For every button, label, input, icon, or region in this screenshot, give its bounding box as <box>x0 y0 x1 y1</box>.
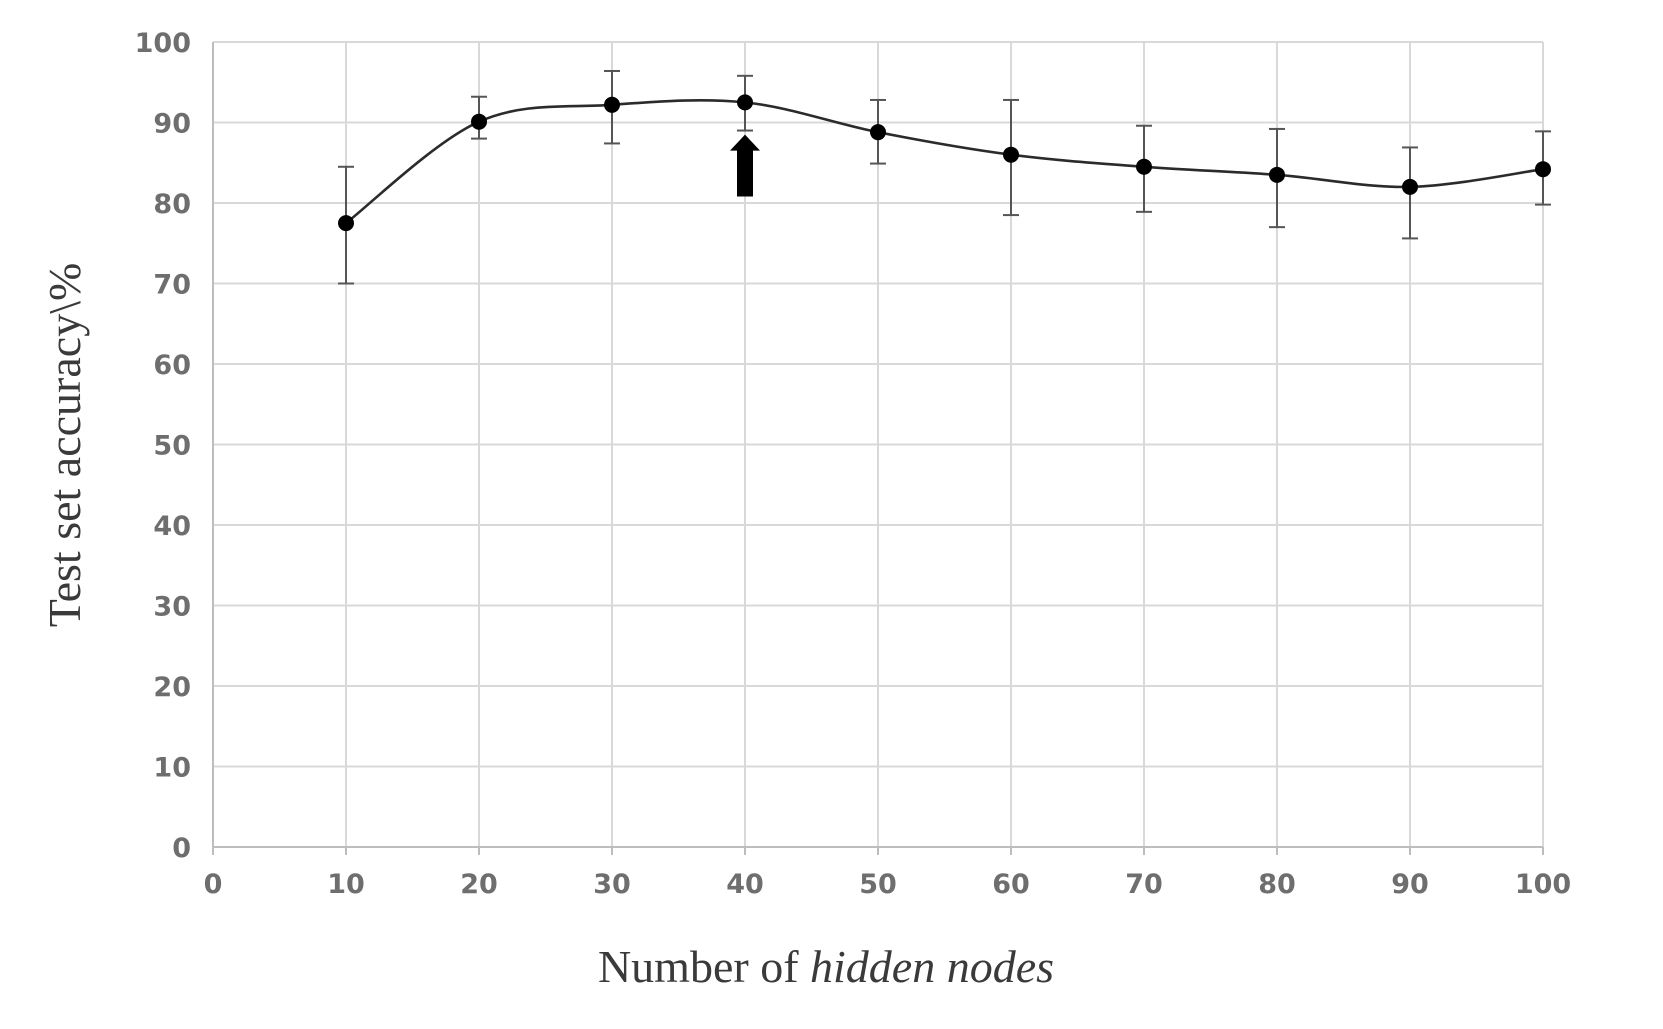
y-tick-label: 60 <box>153 350 191 381</box>
y-tick-label: 20 <box>153 672 191 703</box>
x-tick-label: 0 <box>204 869 223 900</box>
x-axis-title-italic: hidden nodes <box>810 941 1054 992</box>
series <box>345 98 1544 225</box>
x-tick-label: 60 <box>992 869 1030 900</box>
y-tick-labels: 0 10 20 30 40 50 60 70 80 90 100 <box>135 28 191 864</box>
data-point <box>338 215 354 232</box>
y-tick-label: 90 <box>153 109 191 140</box>
x-axis-title-main: Number of <box>598 941 799 992</box>
series-line <box>345 98 1544 225</box>
annotations <box>730 134 760 197</box>
y-tick-label: 10 <box>153 753 191 784</box>
x-tick-label: 90 <box>1391 869 1429 900</box>
y-axis-title: Test set accuracy\% <box>39 263 90 628</box>
x-tick-label: 30 <box>593 869 631 900</box>
x-tick-labels: 0 10 20 30 40 50 60 70 80 90 100 <box>204 869 1572 900</box>
y-tick-label: 40 <box>153 511 191 542</box>
data-point <box>1402 178 1418 195</box>
x-tick-label: 20 <box>460 869 498 900</box>
data-point <box>604 96 620 113</box>
axes <box>212 42 1544 855</box>
x-tick-label: 10 <box>327 869 365 900</box>
x-axis-title: Number of hidden nodes <box>598 941 1054 992</box>
data-point <box>1136 158 1152 175</box>
data-point <box>1535 161 1551 178</box>
y-tick-label: 70 <box>153 270 191 301</box>
x-tick-label: 80 <box>1258 869 1296 900</box>
data-point <box>471 113 487 130</box>
data-points <box>338 94 1551 232</box>
arrow-annotation <box>730 134 760 197</box>
data-point <box>870 124 886 141</box>
data-point <box>1003 146 1019 163</box>
y-tick-label: 80 <box>153 189 191 220</box>
x-tick-label: 100 <box>1515 869 1571 900</box>
y-tick-label: 30 <box>153 592 191 623</box>
data-point <box>737 94 753 111</box>
error-bars <box>338 69 1551 285</box>
x-tick-label: 40 <box>726 869 764 900</box>
x-tick-label: 70 <box>1125 869 1163 900</box>
y-tick-label: 0 <box>172 833 191 864</box>
x-tick-label: 50 <box>859 869 897 900</box>
data-point <box>1269 166 1285 183</box>
y-tick-label: 100 <box>135 28 191 59</box>
y-tick-label: 50 <box>153 431 191 462</box>
